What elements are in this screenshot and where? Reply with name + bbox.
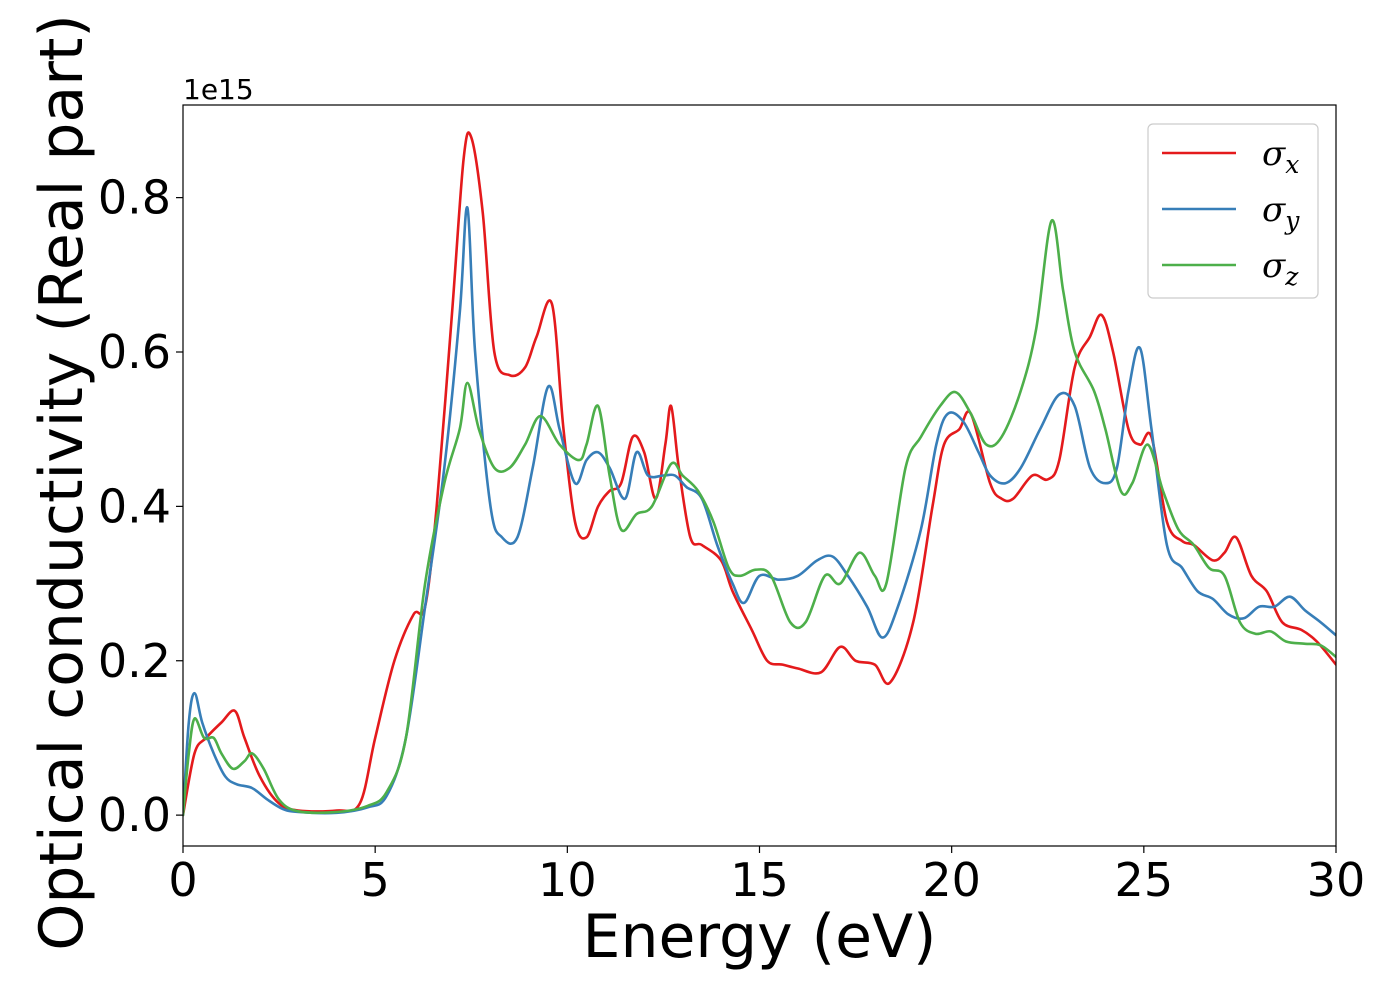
y-axis-title: Optical conductivity (Real part) (27, 14, 97, 951)
series-layer (183, 131, 1336, 817)
y-tick-label: 0.2 (98, 634, 171, 688)
y-tick-label: 0.8 (98, 171, 171, 225)
y-offset-label: 1e15 (183, 73, 254, 106)
legend-box (1147, 123, 1319, 299)
y-tick-label: 0.6 (98, 325, 171, 379)
x-tick-label: 5 (361, 853, 390, 907)
x-tick-label: 0 (168, 853, 197, 907)
series-line-z (183, 219, 1336, 817)
x-tick-label: 15 (730, 853, 789, 907)
x-tick-label: 30 (1307, 853, 1366, 907)
legend-label-y: σy (1262, 190, 1300, 235)
legend-label-z: σz (1262, 246, 1299, 291)
y-axis: 0.0 0.2 0.4 0.6 0.8 (98, 171, 183, 842)
y-tick-label: 0.4 (98, 479, 171, 533)
x-tick-label: 20 (922, 853, 981, 907)
legend-label-x: σx (1262, 134, 1299, 179)
x-axis: 0 5 10 15 20 25 30 (168, 846, 1365, 907)
x-tick-label: 25 (1115, 853, 1174, 907)
legend: σx σy σz (1147, 123, 1319, 299)
x-tick-label: 10 (538, 853, 597, 907)
y-tick-label: 0.0 (98, 788, 171, 842)
x-axis-title: Energy (eV) (583, 902, 937, 972)
